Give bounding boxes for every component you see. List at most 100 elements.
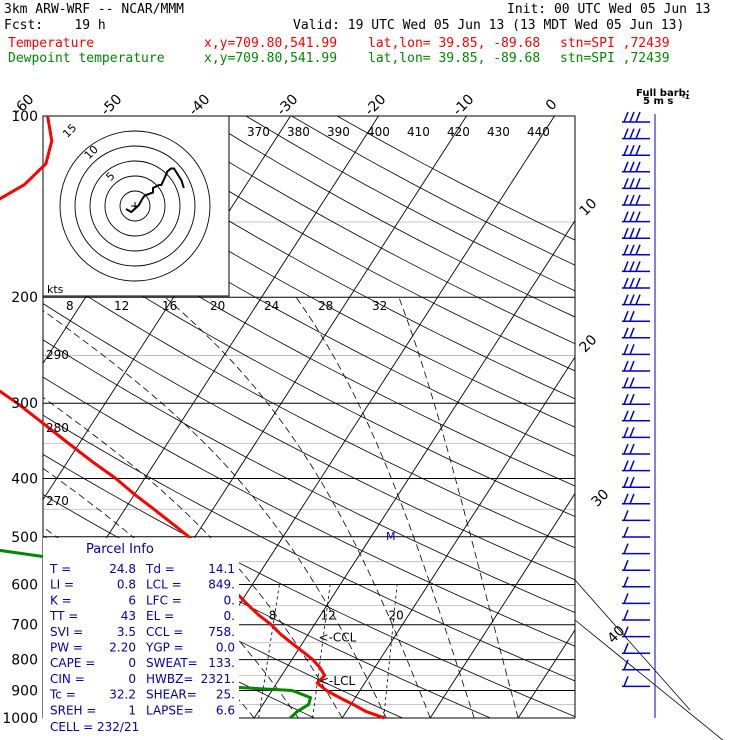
parcel-key: CCL =: [146, 625, 183, 639]
theta-label: 430: [487, 125, 510, 139]
dry-adiabat: [43, 232, 575, 517]
pressure-label: 600: [11, 577, 38, 593]
wind-barb: [622, 410, 650, 422]
pressure-label: 900: [11, 683, 38, 699]
parcel-cell: CELL = 232/21: [50, 720, 139, 734]
wind-barb: [622, 211, 650, 223]
hodograph-speed-label: 16: [162, 299, 177, 313]
wind-barb: [622, 178, 650, 190]
hodograph-trace: [125, 167, 185, 214]
parcel-value: 2321.: [201, 672, 235, 686]
parcel-key: SVI =: [50, 625, 83, 639]
parcel-value: 6: [128, 593, 136, 607]
isotherm-label: -20: [362, 91, 389, 118]
wind-barb: [622, 559, 650, 571]
parcel-key: EL =: [146, 609, 174, 623]
parcel-value: 0: [128, 656, 136, 670]
hodograph-ring: [59, 130, 211, 282]
theta-label: 370: [247, 125, 270, 139]
moist-adiabat: [43, 467, 299, 718]
hodograph-speed-label: 20: [210, 299, 225, 313]
theta-label: 270: [46, 494, 69, 508]
hodograph-speed-label: 28: [318, 299, 333, 313]
theta-label: 390: [327, 125, 350, 139]
wind-barb: [622, 460, 650, 472]
pressure-label: 400: [11, 471, 38, 487]
wind-barb: [622, 676, 650, 688]
model-title: 3km ARW-WRF -- NCAR/MMM: [4, 2, 185, 17]
mixing-ratio-line: [383, 584, 398, 718]
pressure-label: 200: [11, 290, 38, 306]
pressure-label: 800: [11, 653, 38, 669]
parcel-value: 24.8: [109, 562, 136, 576]
theta-label: 440: [527, 125, 550, 139]
dry-adiabat: [43, 165, 575, 457]
temperature-legend: Temperature: [8, 36, 95, 51]
wind-barb: [622, 344, 650, 356]
dry-adiabat: [336, 116, 575, 241]
forecast-hour: Fcst: 19 h: [4, 18, 106, 33]
parcel-key: YGP =: [145, 641, 184, 655]
isotherm-label: 20: [577, 332, 601, 356]
parcel-key: LFC =: [146, 593, 182, 607]
wind-barb: [622, 543, 650, 555]
wind-barb: [622, 327, 650, 339]
hodograph-ring: [119, 190, 151, 222]
parcel-key: CAPE =: [50, 656, 95, 670]
parcel-value: 849.: [208, 578, 235, 592]
wind-barb: [622, 626, 650, 638]
dry-adiabat: [43, 132, 575, 428]
parcel-value: 0.: [224, 593, 235, 607]
dry-adiabat: [43, 376, 575, 647]
parcel-key: LCL =: [146, 578, 182, 592]
theta-label: 410: [407, 125, 430, 139]
parcel-value: 2.20: [109, 641, 136, 655]
pressure-label: 100: [11, 109, 38, 125]
isotherm-label: 0: [543, 96, 561, 114]
wind-barb: [622, 377, 650, 389]
dry-adiabat: [154, 116, 575, 345]
parcel-value: 1: [128, 703, 136, 717]
parcel-value: 0: [128, 672, 136, 686]
mixing-ratio-line: [258, 584, 280, 718]
wind-barbs: [622, 111, 656, 718]
isotherm-label: -40: [186, 91, 213, 118]
mixing-ratio-label: 8: [269, 609, 277, 623]
extended-isotherm: [574, 579, 691, 711]
dry-adiabat: [43, 339, 575, 614]
temperature-xy: x,y=709.80,541.99: [204, 36, 338, 51]
dry-adiabat: [109, 116, 575, 372]
theta-label: 290: [46, 348, 69, 362]
parcel-info-box: [43, 538, 239, 728]
parcel-key: HWBZ=: [146, 672, 193, 686]
theta-label: 280: [46, 421, 69, 435]
parcel-key: Td =: [145, 562, 175, 576]
wind-barb: [622, 593, 650, 605]
parcel-key: LI =: [50, 578, 74, 592]
valid-time: Valid: 19 UTC Wed 05 Jun 13 (13 MDT Wed …: [293, 18, 685, 33]
wind-barb: [622, 194, 650, 206]
isotherm-line: [341, 356, 575, 718]
pressure-label: 300: [11, 396, 38, 412]
wind-barb: [622, 261, 650, 273]
wind-barb: [622, 277, 650, 289]
moist-adiabat: [295, 296, 475, 718]
wind-barb: [622, 427, 650, 439]
parcel-key: Tc =: [49, 688, 76, 702]
mixing-ratio-label: 20: [389, 609, 404, 623]
wind-barb: [622, 443, 650, 455]
isotherm-line: [253, 219, 575, 718]
mixing-ratio-line: [312, 584, 331, 718]
parcel-value: 43: [121, 609, 136, 623]
dry-adiabat: [200, 116, 575, 318]
isotherm-label: -10: [450, 91, 477, 118]
annotation-lcl: <-LCL: [319, 674, 355, 688]
temperature-station: stn=SPI ,72439: [560, 36, 670, 51]
wind-barb: [622, 227, 650, 239]
parcel-value: 6.6: [216, 703, 235, 717]
wind-barb: [622, 493, 650, 505]
wind-barb: [622, 576, 650, 588]
parcel-value: 14.1: [208, 562, 235, 576]
hodograph-speed-label: 8: [66, 299, 74, 313]
